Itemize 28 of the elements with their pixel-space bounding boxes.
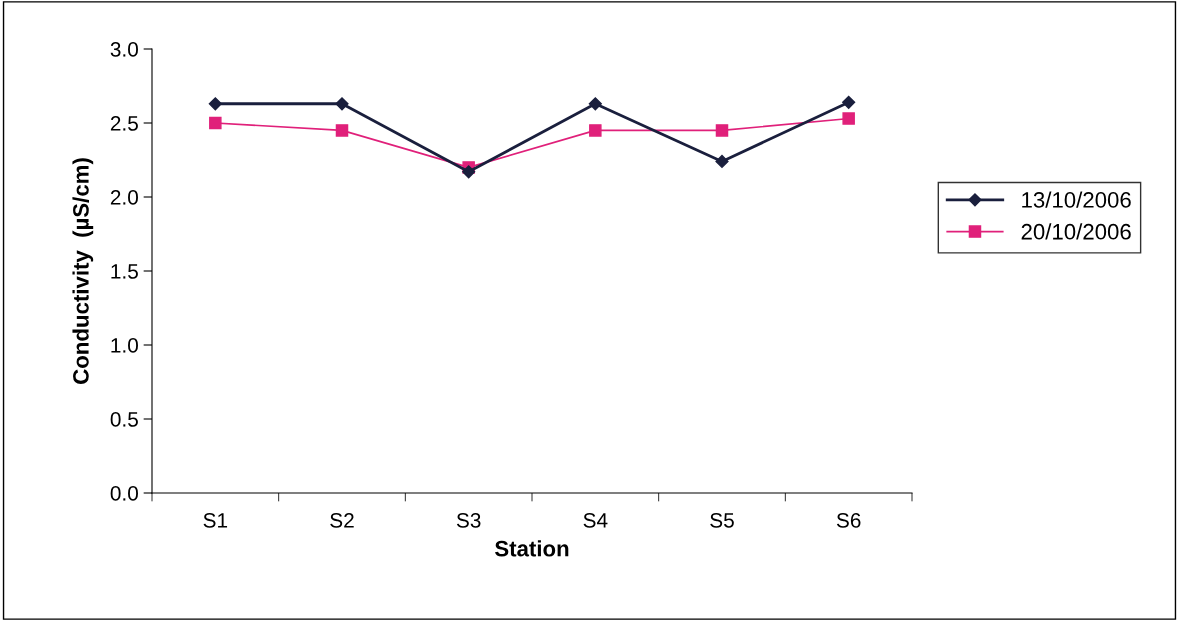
x-tick-label: S6 [836,512,861,528]
point [842,112,855,125]
x-tick-label: S4 [583,512,608,528]
legend-label: 20/10/2006 [1021,223,1131,240]
y-tick-label: 2.5 [110,116,138,131]
y-tick-label: 1.0 [111,338,138,353]
point [209,116,222,130]
y-tick-label: 1.5 [111,264,138,279]
y-tick-label: 0.5 [110,412,138,427]
point [208,97,222,111]
point [715,124,729,137]
x-tick-label: S1 [203,512,228,528]
x-axis-title: Station [494,540,569,557]
point [462,165,476,179]
y-axis-title: Conductivity (µS/cm) [72,158,94,384]
point [589,124,602,137]
point [335,124,349,137]
x-tick-label: S3 [456,512,481,528]
point [335,97,349,111]
y-tick-label: 0.0 [110,486,138,501]
x-tick-label: S5 [710,512,734,528]
y-tick-label: 2.0 [110,190,138,205]
legend-label: 13/10/2006 [1022,191,1131,208]
x-tick-label: S2 [330,512,354,528]
point [588,97,602,111]
point [842,95,856,109]
point [715,154,729,169]
y-tick-label: 3.0 [110,42,138,57]
